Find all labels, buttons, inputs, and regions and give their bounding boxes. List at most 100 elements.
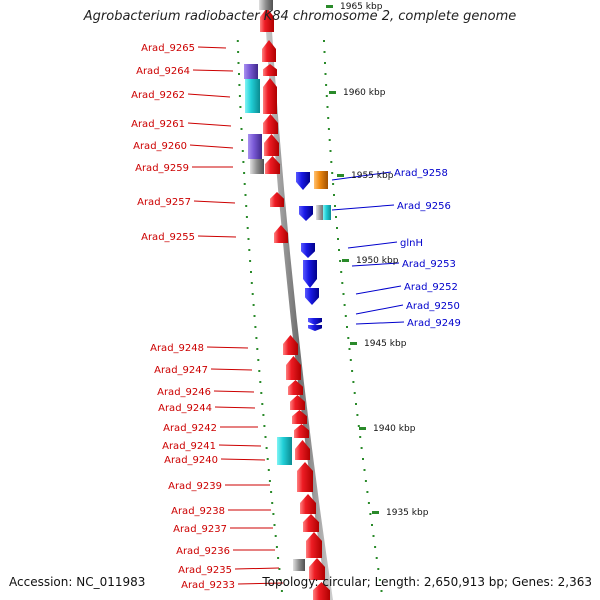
reverse-gene[interactable] (308, 325, 322, 331)
forward-gene[interactable] (295, 440, 310, 460)
forward-gene-label[interactable]: Arad_9242 (163, 423, 217, 434)
forward-gene[interactable] (294, 424, 309, 438)
reverse-gene[interactable] (299, 206, 313, 221)
forward-gene[interactable] (263, 114, 278, 134)
ring-dot (330, 161, 333, 163)
forward-gene[interactable] (313, 582, 330, 600)
forward-gene-label[interactable]: Arad_9248 (150, 343, 204, 354)
ring-dot (236, 40, 239, 42)
forward-gene[interactable] (309, 558, 325, 580)
forward-gene-label[interactable]: Arad_9240 (164, 455, 218, 466)
reverse-gene[interactable] (305, 288, 319, 305)
ring-dot (367, 502, 370, 504)
forward-gene-label[interactable]: Arad_9255 (141, 232, 195, 243)
forward-gene[interactable] (270, 192, 284, 207)
reverse-gene[interactable] (296, 172, 310, 190)
cyan-feature[interactable] (277, 437, 292, 465)
forward-gene-label[interactable]: Arad_9247 (154, 365, 208, 376)
ring-dot (239, 106, 242, 108)
ring-dot (325, 84, 328, 86)
reverse-gene-label[interactable]: Arad_9258 (394, 168, 448, 179)
gray-feature[interactable] (293, 559, 305, 571)
reverse-gene[interactable] (301, 243, 315, 258)
forward-gene[interactable] (297, 462, 313, 492)
ring-dot (340, 271, 343, 273)
forward-gene-label[interactable]: Arad_9235 (178, 565, 232, 576)
forward-gene[interactable] (300, 494, 316, 514)
gray-feature[interactable] (259, 0, 273, 10)
reverse-gene-label[interactable]: Arad_9252 (404, 282, 458, 293)
forward-gene[interactable] (264, 134, 279, 156)
forward-gene-label[interactable]: Arad_9233 (181, 580, 235, 591)
ring-dot (268, 480, 271, 482)
forward-gene-label[interactable]: Arad_9260 (133, 141, 187, 152)
purple-feature[interactable] (248, 134, 262, 159)
forward-gene[interactable] (288, 380, 303, 395)
reverse-gene[interactable] (308, 318, 322, 325)
cyan-feature[interactable] (245, 79, 260, 113)
gray-feature[interactable] (250, 159, 264, 174)
forward-gene-label[interactable]: Arad_9246 (157, 387, 211, 398)
forward-gene-label[interactable]: Arad_9262 (131, 90, 185, 101)
reverse-gene-label[interactable]: glnH (400, 238, 423, 249)
scale-tick-label: 1940 kbp (373, 424, 416, 434)
reverse-gene[interactable] (303, 260, 317, 288)
ring-dot (371, 524, 373, 526)
ring-dot (334, 205, 336, 207)
ring-dot (258, 370, 261, 372)
forward-gene[interactable] (292, 410, 307, 424)
forward-gene[interactable] (263, 78, 277, 114)
forward-gene-label[interactable]: Arad_9257 (137, 197, 191, 208)
reverse-gene-label[interactable]: Arad_9256 (397, 201, 451, 212)
forward-gene[interactable] (283, 335, 298, 355)
forward-gene-label[interactable]: Arad_9236 (176, 546, 230, 557)
ring-dot (378, 579, 381, 581)
forward-gene-label[interactable]: Arad_9259 (135, 163, 189, 174)
ring-dot (267, 469, 270, 471)
ring-dot (380, 590, 383, 592)
forward-label-leader (189, 144, 234, 149)
ring-dot (238, 84, 241, 86)
forward-gene[interactable] (303, 514, 319, 532)
forward-gene[interactable] (274, 225, 288, 243)
ring-dot (263, 425, 266, 427)
ring-dot (238, 73, 240, 75)
forward-gene-label[interactable]: Arad_9241 (162, 441, 216, 452)
cyan-feature[interactable] (323, 205, 331, 220)
map-title: Agrobacterium radiobacter K84 chromosome… (83, 9, 517, 24)
forward-gene[interactable] (263, 64, 277, 76)
forward-gene[interactable] (260, 8, 274, 32)
ring-dot (352, 381, 355, 383)
forward-gene-label[interactable]: Arad_9265 (141, 43, 195, 54)
ring-dot (344, 315, 347, 317)
forward-label-leader (192, 69, 234, 72)
ring-dot (338, 249, 340, 251)
forward-gene-label[interactable]: Arad_9264 (136, 66, 190, 77)
ring-dot (347, 337, 350, 339)
forward-gene-label[interactable]: Arad_9244 (158, 403, 212, 414)
orange-feature[interactable] (314, 171, 328, 189)
forward-gene[interactable] (262, 40, 276, 62)
forward-gene-label[interactable]: Arad_9261 (131, 119, 185, 130)
reverse-gene-label[interactable]: Arad_9253 (402, 259, 456, 270)
forward-gene-label[interactable]: Arad_9238 (171, 506, 225, 517)
purple-feature[interactable] (244, 64, 258, 79)
ring-dot (335, 216, 337, 218)
forward-gene[interactable] (290, 395, 305, 410)
ring-dot (353, 392, 356, 394)
forward-gene-label[interactable]: Arad_9239 (168, 481, 222, 492)
scale-tick-mark (329, 91, 336, 94)
ring-dot (237, 51, 240, 53)
forward-gene[interactable] (265, 156, 280, 174)
forward-gene[interactable] (306, 532, 322, 558)
forward-gene-label[interactable]: Arad_9237 (173, 524, 227, 535)
ring-dot (341, 282, 344, 284)
reverse-gene-label[interactable]: Arad_9249 (407, 318, 461, 329)
genome-summary: Topology: circular; Length: 2,650,913 bp… (262, 575, 592, 589)
scale-tick-mark (337, 174, 344, 177)
reverse-gene-label[interactable]: Arad_9250 (406, 301, 460, 312)
ring-dot (356, 414, 359, 416)
gray-feature[interactable] (316, 205, 326, 220)
ring-dot (265, 447, 268, 449)
forward-gene[interactable] (286, 356, 301, 380)
